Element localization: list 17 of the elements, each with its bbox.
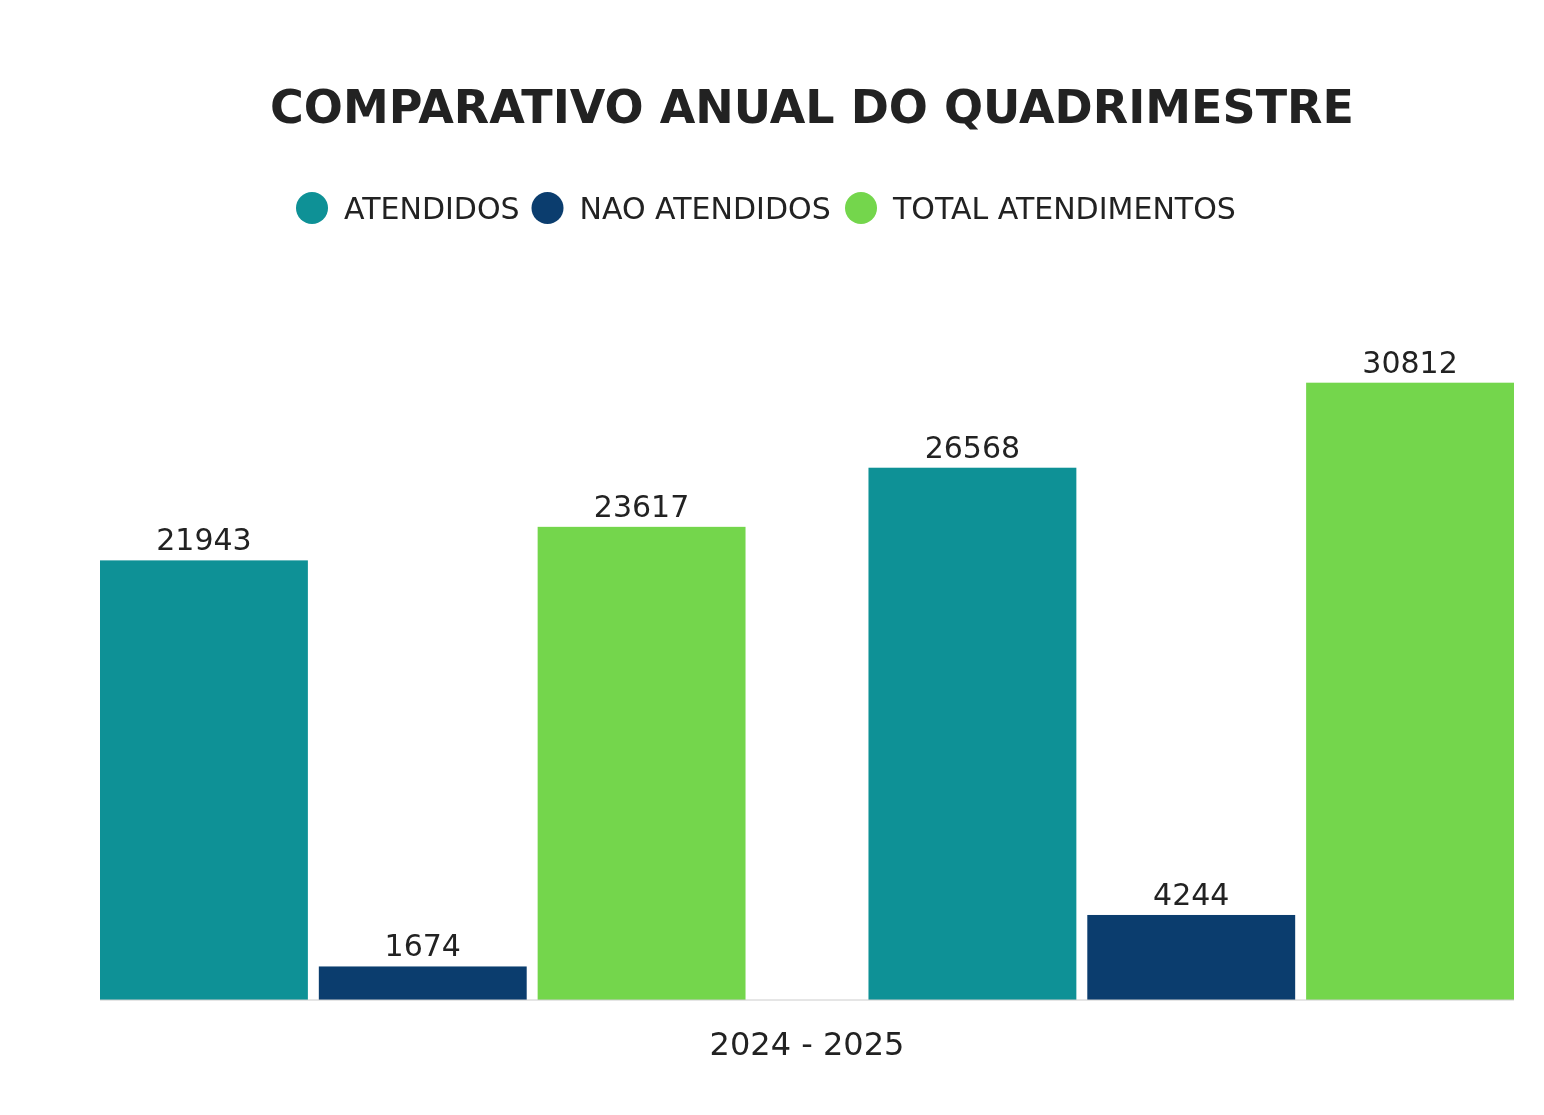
data-label: 23617 [593,488,690,524]
bar [537,526,746,1000]
legend-label: ATENDIDOS [344,191,520,226]
data-label: 4244 [1153,876,1230,912]
bar [868,467,1077,1000]
bar [100,560,308,1000]
legend-label: TOTAL ATENDIMENTOS [892,191,1236,226]
legend-label: NAO ATENDIDOS [579,191,831,226]
bar [318,966,527,1000]
bar [1306,382,1514,1000]
bar [1087,914,1296,1000]
data-label: 21943 [156,522,252,558]
data-label: 30812 [1362,344,1458,380]
data-label: 26568 [924,429,1021,465]
x-axis-title: 2024 - 2025 [709,1025,905,1063]
chart-title: COMPARATIVO ANUAL DO QUADRIMESTRE [270,80,1354,134]
data-label: 1674 [384,928,461,964]
